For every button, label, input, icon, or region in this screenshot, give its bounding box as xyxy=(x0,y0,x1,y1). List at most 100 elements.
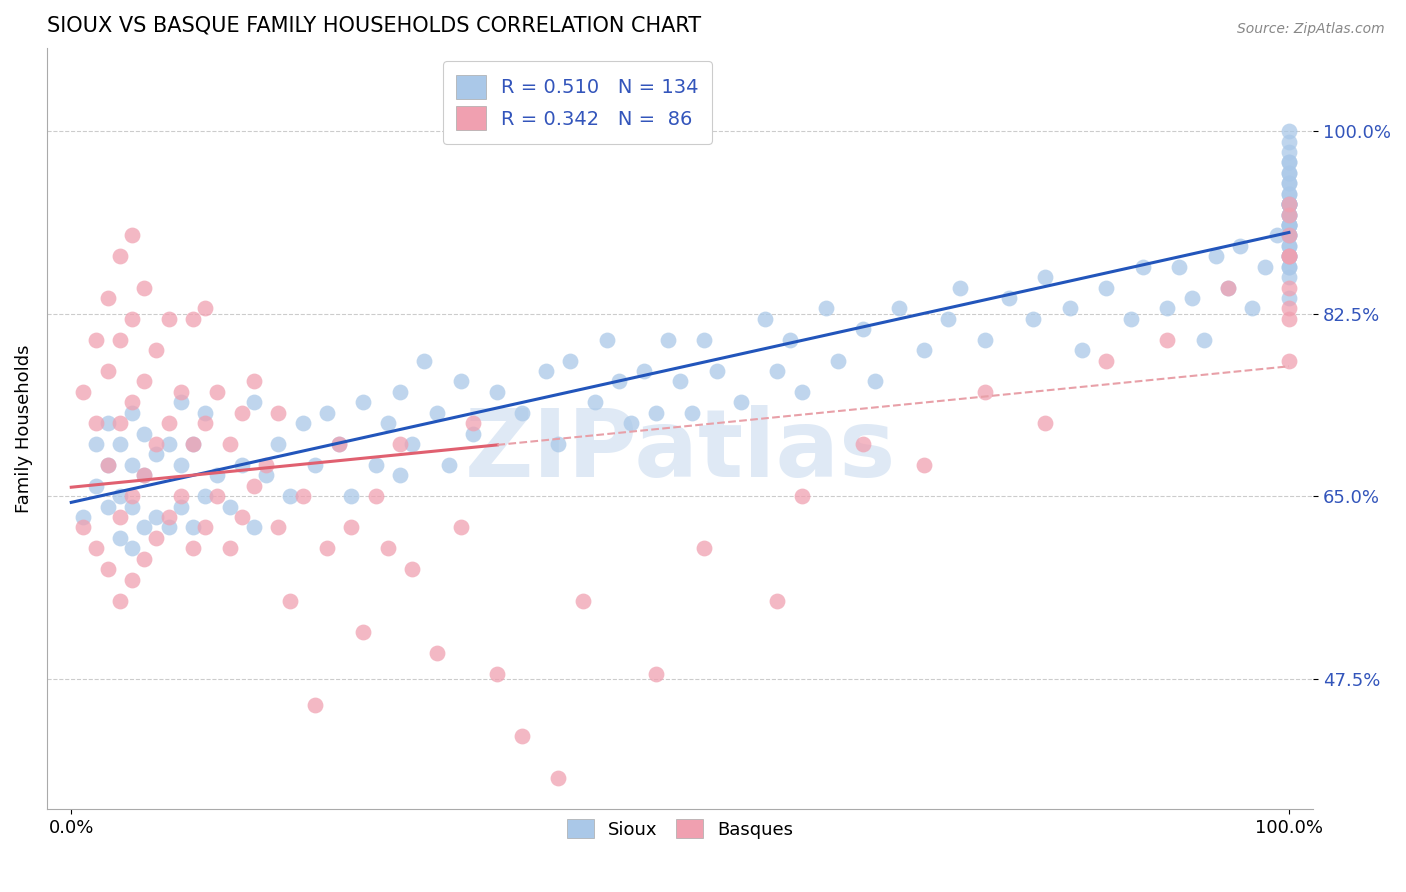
Point xyxy=(693,333,716,347)
Point xyxy=(121,541,143,556)
Point xyxy=(1278,208,1301,222)
Point xyxy=(779,333,801,347)
Point xyxy=(84,333,107,347)
Point xyxy=(97,291,120,305)
Point xyxy=(121,228,143,243)
Point xyxy=(280,489,302,503)
Point xyxy=(401,437,423,451)
Point xyxy=(1278,353,1301,368)
Point xyxy=(766,593,789,607)
Point xyxy=(1278,155,1301,169)
Point xyxy=(145,343,167,358)
Point xyxy=(1253,260,1275,274)
Point xyxy=(815,301,838,316)
Point xyxy=(1278,239,1301,253)
Point xyxy=(560,353,582,368)
Point xyxy=(121,573,143,587)
Point xyxy=(353,624,375,639)
Point xyxy=(243,479,266,493)
Point xyxy=(145,448,167,462)
Text: Source: ZipAtlas.com: Source: ZipAtlas.com xyxy=(1237,22,1385,37)
Point xyxy=(181,520,204,534)
Point xyxy=(328,437,350,451)
Point xyxy=(134,426,156,441)
Point xyxy=(863,375,886,389)
Point xyxy=(425,406,447,420)
Point xyxy=(547,771,569,785)
Point xyxy=(461,426,484,441)
Point xyxy=(121,489,143,503)
Text: SIOUX VS BASQUE FAMILY HOUSEHOLDS CORRELATION CHART: SIOUX VS BASQUE FAMILY HOUSEHOLDS CORREL… xyxy=(46,15,702,35)
Point xyxy=(84,416,107,430)
Point xyxy=(231,510,253,524)
Point xyxy=(243,375,266,389)
Point xyxy=(620,416,643,430)
Point xyxy=(97,416,120,430)
Point xyxy=(790,384,813,399)
Point xyxy=(243,520,266,534)
Point xyxy=(267,406,290,420)
Point xyxy=(1278,260,1301,274)
Point xyxy=(1180,291,1202,305)
Point xyxy=(1278,218,1301,232)
Point xyxy=(194,406,217,420)
Point xyxy=(693,541,716,556)
Point xyxy=(998,291,1021,305)
Point xyxy=(389,468,412,483)
Point xyxy=(730,395,752,409)
Point xyxy=(583,395,606,409)
Point xyxy=(389,437,412,451)
Point xyxy=(304,698,326,712)
Point xyxy=(1119,311,1142,326)
Point xyxy=(425,646,447,660)
Point xyxy=(364,489,387,503)
Point xyxy=(1278,208,1301,222)
Point xyxy=(1216,280,1239,294)
Point xyxy=(121,311,143,326)
Point xyxy=(1278,208,1301,222)
Point xyxy=(157,520,180,534)
Point xyxy=(1168,260,1191,274)
Point xyxy=(243,395,266,409)
Point xyxy=(1192,333,1215,347)
Point xyxy=(181,437,204,451)
Point xyxy=(1278,291,1301,305)
Point xyxy=(254,468,277,483)
Point xyxy=(134,468,156,483)
Point xyxy=(1278,186,1301,201)
Y-axis label: Family Households: Family Households xyxy=(15,344,32,513)
Point xyxy=(340,489,363,503)
Point xyxy=(1278,249,1301,263)
Point xyxy=(510,729,533,743)
Point xyxy=(889,301,911,316)
Point xyxy=(607,375,630,389)
Point xyxy=(194,301,217,316)
Point xyxy=(827,353,849,368)
Point xyxy=(1278,280,1301,294)
Point xyxy=(134,280,156,294)
Point xyxy=(291,416,314,430)
Point xyxy=(1278,249,1301,263)
Point xyxy=(1156,333,1178,347)
Point xyxy=(1278,228,1301,243)
Point xyxy=(1156,301,1178,316)
Point xyxy=(633,364,655,378)
Point xyxy=(254,458,277,472)
Point xyxy=(170,458,193,472)
Point xyxy=(461,416,484,430)
Point xyxy=(84,541,107,556)
Point xyxy=(912,458,935,472)
Point xyxy=(97,562,120,576)
Point xyxy=(1278,186,1301,201)
Point xyxy=(1278,260,1301,274)
Point xyxy=(1132,260,1154,274)
Point xyxy=(681,406,703,420)
Point xyxy=(766,364,789,378)
Point xyxy=(973,333,995,347)
Point xyxy=(157,311,180,326)
Point xyxy=(450,520,472,534)
Point xyxy=(1278,218,1301,232)
Point xyxy=(1278,145,1301,159)
Point xyxy=(121,458,143,472)
Point xyxy=(304,458,326,472)
